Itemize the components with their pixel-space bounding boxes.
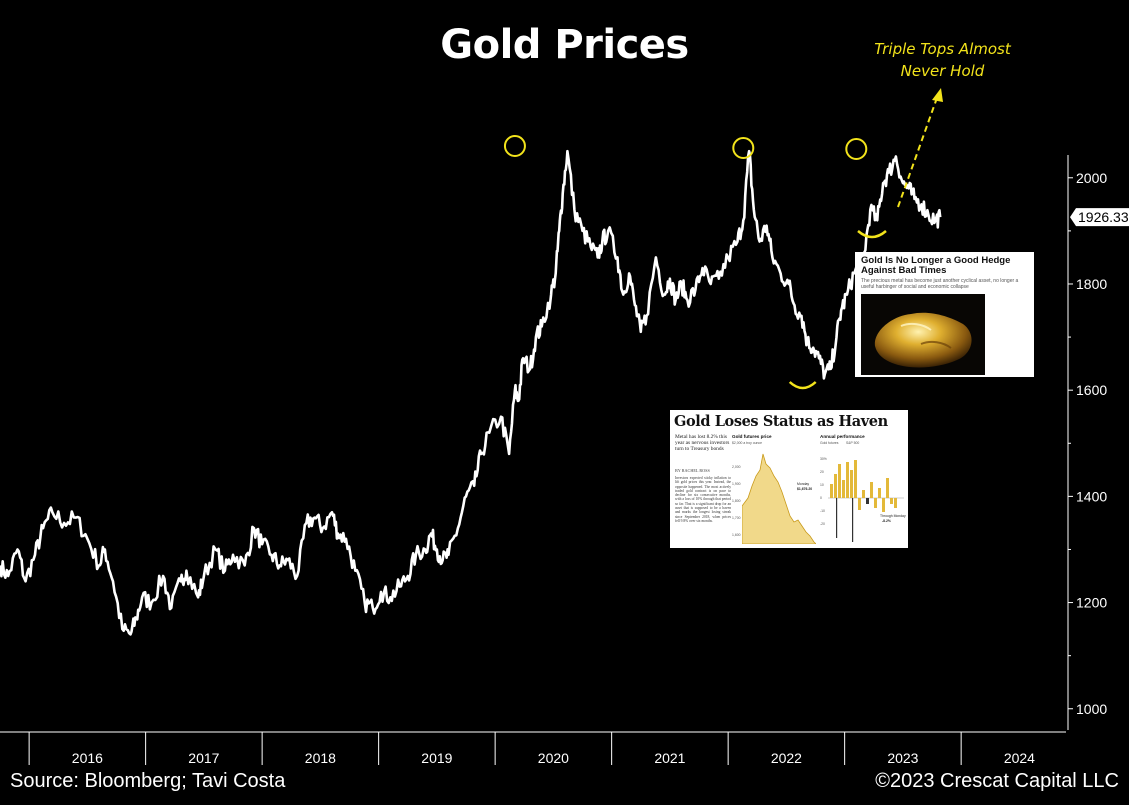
clipping2-lede: Metal has lost 8.2% this year as nervous… bbox=[675, 434, 730, 453]
trough-arc bbox=[788, 381, 817, 390]
x-tick-label: 2019 bbox=[421, 750, 452, 766]
clip-chart2-tick: -20 bbox=[820, 522, 825, 526]
dashed-arrow-line bbox=[897, 94, 939, 208]
recent-dip-arc bbox=[857, 230, 887, 239]
clip-chart2-note: Through Monday bbox=[880, 514, 906, 518]
clipping-headline: Gold Is No Longer a Good Hedge Against B… bbox=[861, 255, 1011, 276]
source-note: Source: Bloomberg; Tavi Costa bbox=[10, 770, 286, 792]
clip-chart2-legend-gold: Gold futures bbox=[820, 441, 839, 445]
y-tick-label: 1000 bbox=[1076, 701, 1107, 717]
clip-chart1-area bbox=[742, 453, 816, 544]
y-tick-label: 2000 bbox=[1076, 170, 1107, 186]
clip-chart2-title: Annual performance bbox=[820, 434, 865, 439]
last-value-label: 1926.33 bbox=[1078, 209, 1129, 225]
peak-circle bbox=[503, 135, 526, 157]
clipping2-body: Investors expected sticky inflation to l… bbox=[675, 476, 731, 523]
clip-chart2-legend-sp: S&P 500 bbox=[846, 441, 860, 445]
y-tick-label: 1400 bbox=[1076, 488, 1107, 504]
triple-tops-annotation: Triple Tops Almost Never Hold bbox=[850, 38, 1035, 82]
axes-layer: 1000 1200 1400 1600 1800 2000 1926.33 2016 2017 2… bbox=[0, 155, 1129, 766]
annotation-line-1: Triple Tops Almost bbox=[874, 40, 1011, 58]
clip-chart2-note-value: -8.2% bbox=[882, 519, 891, 523]
y-tick-label: 1200 bbox=[1076, 595, 1107, 611]
clip-chart2-tick: 0 bbox=[820, 496, 822, 500]
annotation-line-2: Never Hold bbox=[900, 62, 985, 80]
gold-nugget-image bbox=[861, 294, 985, 375]
x-tick-label: 2020 bbox=[538, 750, 569, 766]
chart-title: Gold Prices bbox=[440, 22, 689, 68]
x-tick-label: 2017 bbox=[188, 750, 219, 766]
y-tick-label: 1600 bbox=[1076, 382, 1107, 398]
clip-chart1-tick: 1,900 bbox=[732, 482, 741, 486]
copyright-note: ©2023 Crescat Capital LLC bbox=[875, 770, 1119, 792]
clip-chart1-title: Gold futures price bbox=[732, 434, 772, 439]
clip-chart2-tick: 30% bbox=[820, 457, 827, 461]
clip-chart1-tick: 2,000 bbox=[732, 465, 741, 469]
peak-circle bbox=[732, 137, 755, 159]
clip-chart1-value: $1,676.20 bbox=[797, 487, 813, 491]
x-tick-label: 2018 bbox=[305, 750, 336, 766]
clip-chart1-tick: 1,800 bbox=[732, 499, 741, 503]
article-clipping-haven: Gold Loses Status as Haven Metal has los… bbox=[670, 410, 908, 548]
last-value-box bbox=[1070, 208, 1129, 227]
clip-chart1-label: Monday bbox=[797, 482, 810, 486]
clip-chart2-tick: 10 bbox=[820, 483, 824, 487]
clip-chart2-bars bbox=[828, 460, 904, 542]
peak-circle bbox=[845, 138, 868, 160]
price-line bbox=[0, 149, 942, 636]
clip-chart1-tick: 1,600 bbox=[732, 533, 741, 537]
annotation-markers bbox=[503, 88, 943, 390]
y-tick-label: 1800 bbox=[1076, 276, 1107, 292]
clip-chart2-tick: 20 bbox=[820, 470, 824, 474]
clip-chart2-tick: -10 bbox=[820, 509, 825, 513]
arrow-head-icon bbox=[932, 88, 943, 102]
clipping2-byline: BY RACHEL ROSS bbox=[675, 468, 710, 473]
clipping2-headline: Gold Loses Status as Haven bbox=[674, 413, 888, 430]
x-tick-label: 2021 bbox=[654, 750, 685, 766]
x-tick-label: 2023 bbox=[887, 750, 918, 766]
price-line-layer bbox=[0, 149, 942, 636]
x-tick-label: 2022 bbox=[771, 750, 802, 766]
clip-chart1-tick: 1,700 bbox=[732, 516, 741, 520]
article-clipping-hedge: Gold Is No Longer a Good Hedge Against B… bbox=[855, 252, 1034, 377]
x-tick-label: 2024 bbox=[1004, 750, 1035, 766]
clip-chart1-subtitle: $2,000 a troy ounce bbox=[732, 441, 762, 445]
clipping-subhead: The precious metal has become just anoth… bbox=[861, 278, 1019, 290]
x-tick-label: 2016 bbox=[72, 750, 103, 766]
